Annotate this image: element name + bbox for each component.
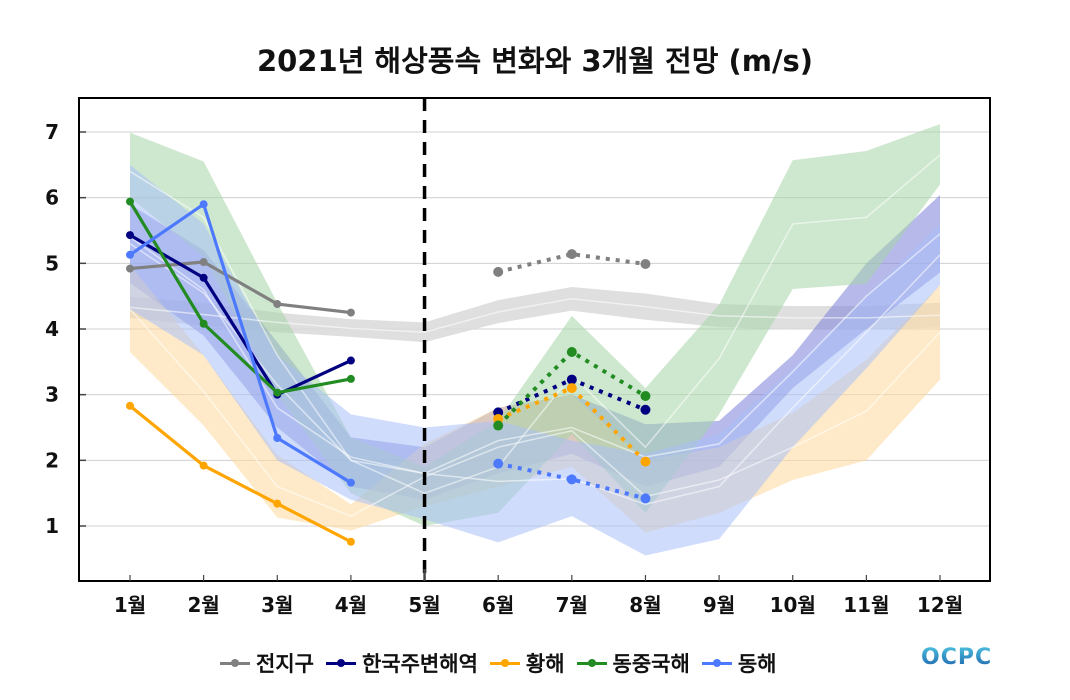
legend-marker-icon — [576, 656, 607, 670]
legend-marker-icon — [220, 656, 250, 670]
observed-line-2 — [128, 404, 352, 544]
band-0 — [130, 286, 940, 343]
y-tick-label: 6 — [45, 186, 59, 210]
x-tick-label: 2월 — [187, 593, 219, 617]
observed-point — [346, 537, 355, 546]
x-tick-label: 3월 — [261, 593, 293, 617]
legend-item: 한국주변해역 — [325, 648, 478, 678]
climatology-bands — [130, 124, 940, 556]
y-tick-label: 7 — [45, 120, 59, 144]
x-tick-label: 12월 — [917, 593, 963, 617]
x-tick-label: 1월 — [114, 593, 146, 617]
x-tick-label: 5월 — [408, 593, 440, 617]
forecast-point — [493, 420, 504, 431]
observed-point — [199, 273, 208, 282]
legend-item: 동해 — [701, 648, 777, 678]
forecast-point — [493, 458, 504, 469]
chart-title: 2021년 해상풍속 변화와 3개월 전망 (m/s) — [256, 44, 814, 78]
legend-item: 황해 — [489, 648, 565, 678]
x-tick-label: 8월 — [629, 593, 661, 617]
plot-frame — [78, 97, 991, 582]
forecast-point — [640, 493, 651, 504]
forecast-point — [640, 456, 651, 467]
x-tick-label: 7월 — [556, 593, 588, 617]
observed-point — [273, 499, 282, 508]
observed-line-1 — [129, 233, 352, 397]
y-tick-label: 1 — [45, 514, 59, 538]
forecast-point — [640, 390, 651, 401]
observed-line-4 — [129, 202, 352, 485]
climatology-mean-lines — [129, 154, 941, 517]
x-tick-label: 6월 — [482, 593, 514, 617]
legend-marker-icon — [489, 656, 520, 670]
legend-label: 한국주변해역 — [361, 652, 478, 676]
observed-point — [126, 250, 134, 259]
observed-point — [346, 308, 355, 317]
legend-label: 전지구 — [256, 652, 314, 676]
observed-point — [273, 388, 282, 397]
x-tick-label: 11월 — [843, 593, 889, 617]
observed-line-3 — [128, 200, 352, 395]
legend-marker-icon — [325, 656, 356, 670]
x-tick-label: 10월 — [770, 593, 816, 617]
mean-line-4 — [129, 236, 941, 506]
x-tick-label: 9월 — [703, 593, 735, 617]
y-tick-label: 4 — [45, 317, 59, 341]
mean-line-0 — [129, 298, 941, 334]
y-tick-label: 5 — [45, 251, 59, 275]
legend-item: 전지구 — [220, 648, 314, 678]
observed-point — [126, 231, 134, 240]
observed-point — [199, 461, 208, 470]
observed-point — [346, 374, 355, 383]
forecast-point — [566, 374, 577, 385]
axes: 1 2 3 4 5 6 7 1월 2월 3월 4월 5월 6월 7월 8월 9월 10월 11월 12월 — [45, 97, 991, 617]
legend: 전지구 한국주변해역 황해 동중국해 동해 — [220, 648, 776, 678]
mean-line-3 — [129, 154, 941, 494]
observed-point — [273, 300, 282, 309]
forecast-point — [640, 404, 651, 415]
observed-point — [126, 401, 134, 410]
forecast-point — [493, 266, 504, 277]
mean-line-1 — [129, 233, 941, 475]
observed-point — [199, 200, 208, 209]
observed-point — [126, 197, 134, 206]
forecast-point — [640, 258, 651, 269]
legend-item: 동중국해 — [576, 648, 690, 678]
band-4 — [130, 164, 940, 556]
y-tick-label: 2 — [45, 448, 59, 472]
forecast-line-3 — [496, 349, 647, 427]
legend-marker-icon — [701, 656, 732, 670]
forecast-point — [566, 249, 577, 260]
mean-line-2 — [129, 308, 941, 517]
forecast-point — [566, 383, 577, 394]
forecast-point — [566, 346, 577, 357]
observed-point — [346, 356, 355, 365]
observed-point — [346, 478, 355, 487]
observed-point — [199, 258, 208, 267]
x-tick-label: 4월 — [335, 593, 367, 617]
observed-point — [126, 264, 134, 273]
ocpc-logo: OCPC — [921, 645, 993, 670]
legend-label: 황해 — [525, 652, 565, 676]
observed-point — [273, 434, 282, 443]
legend-label: 동해 — [737, 652, 777, 676]
observation-lines — [126, 197, 651, 546]
forecast-point — [566, 474, 577, 485]
legend-label: 동중국해 — [612, 652, 690, 676]
observed-point — [199, 319, 208, 328]
y-tick-label: 3 — [45, 383, 59, 407]
